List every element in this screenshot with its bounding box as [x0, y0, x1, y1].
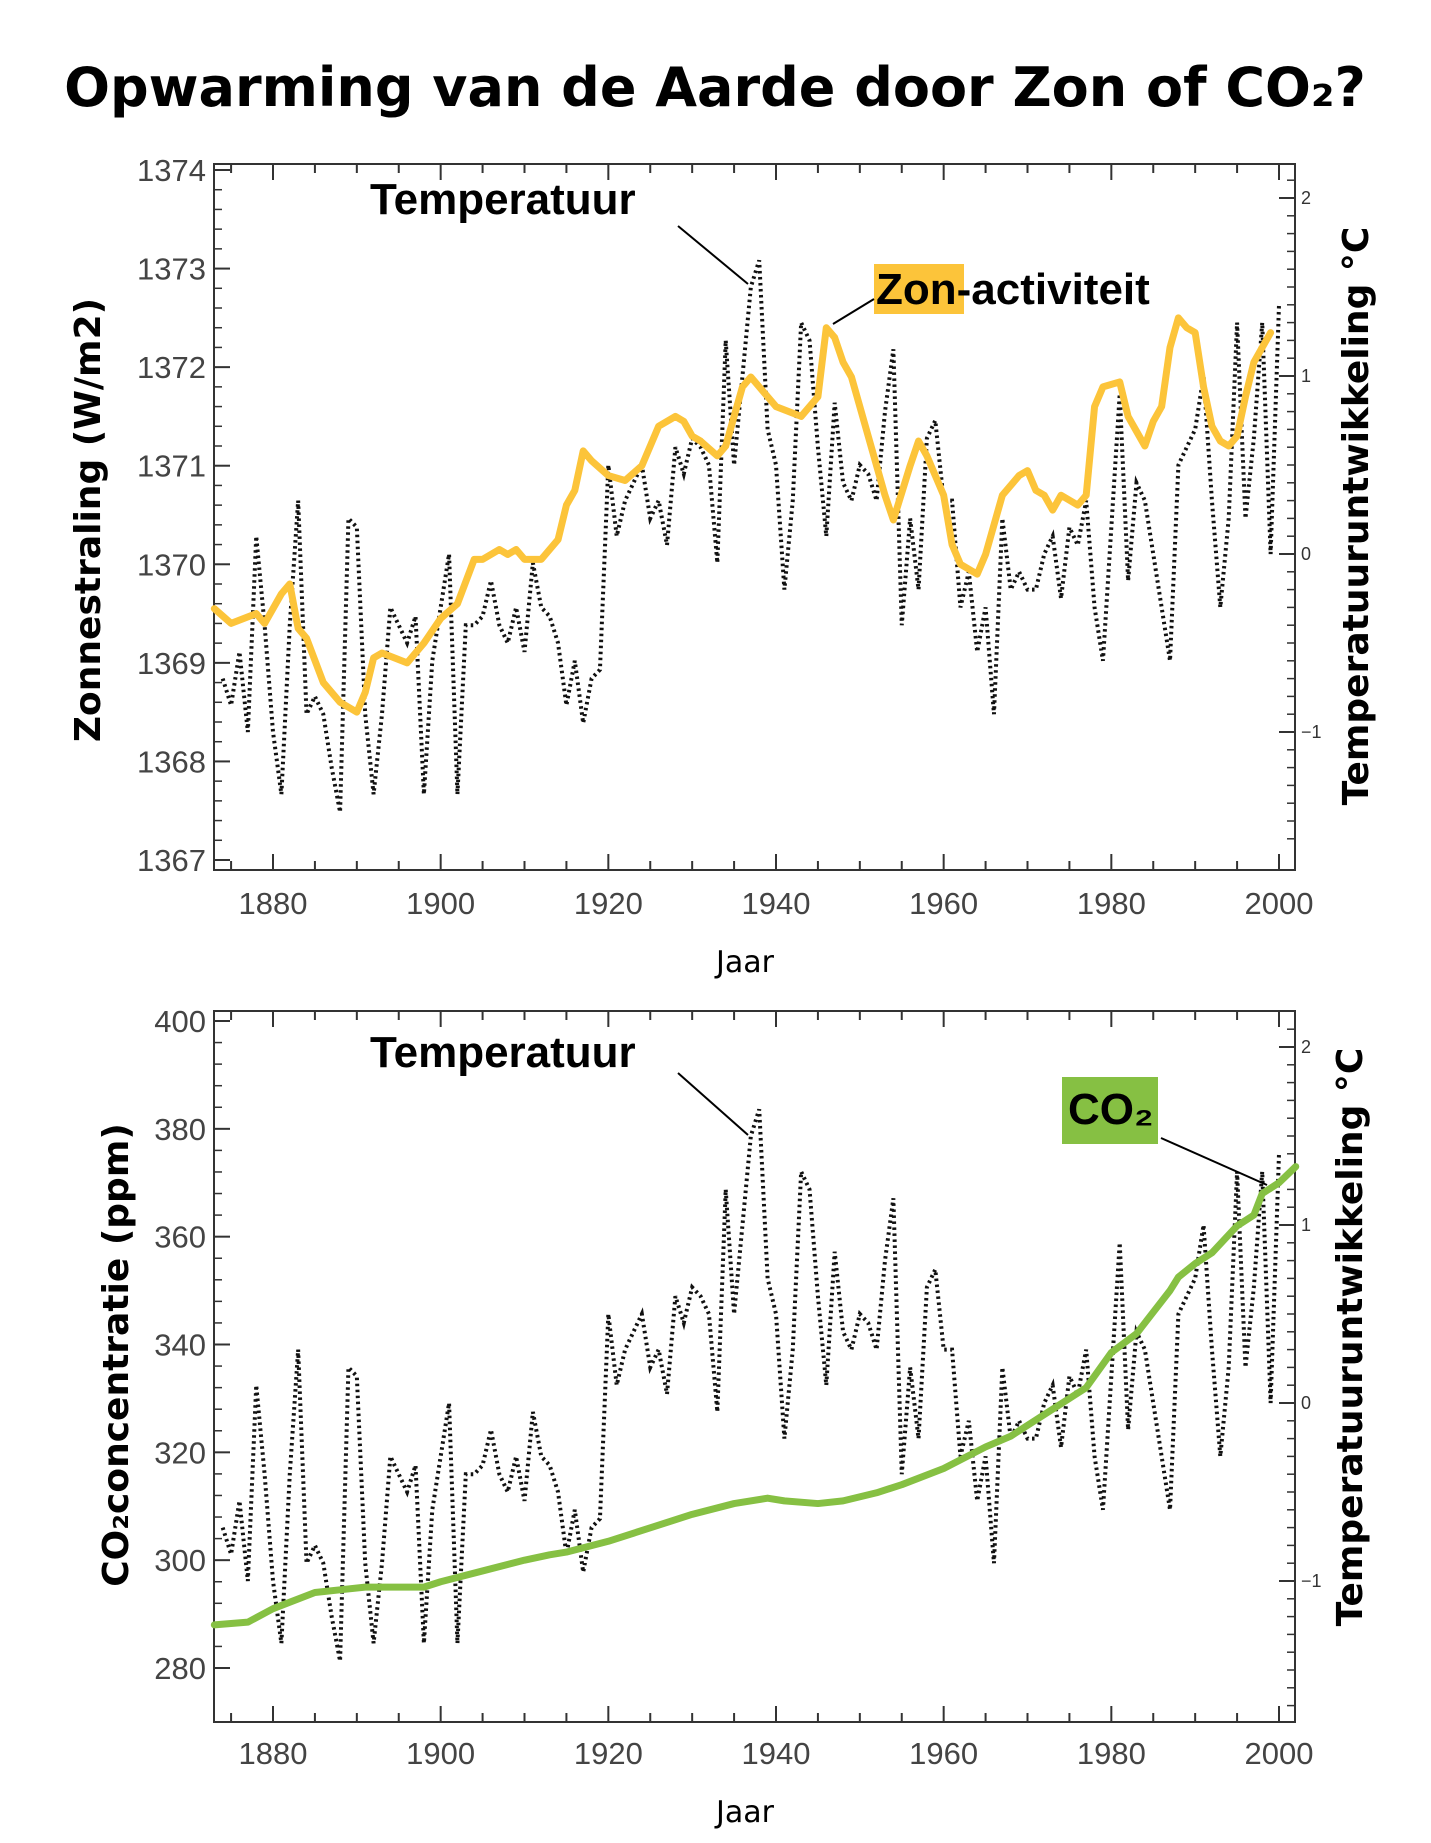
y-tick-label: 400 [154, 1004, 206, 1039]
y-tick-label: 1370 [137, 547, 206, 582]
series-line-temperature [220, 1108, 1281, 1662]
x-tick-label: 1980 [1077, 1736, 1146, 1771]
x-tick-label: 1880 [239, 886, 308, 921]
y2-tick-label: 2 [1301, 1037, 1311, 1057]
annotation-leader-sun [832, 298, 875, 325]
x-tick-label: 2000 [1245, 886, 1314, 921]
x-tick-label: 1900 [406, 1736, 475, 1771]
x-tick-label: 1880 [239, 1736, 308, 1771]
x-axis-title: Jaar [714, 945, 775, 980]
y-axis-title-left: CO₂concentratie (ppm) [96, 1123, 137, 1587]
y2-tick-label: 1 [1301, 1215, 1311, 1235]
y-tick-label: 300 [154, 1543, 206, 1578]
y-tick-label: 1374 [137, 153, 206, 188]
y2-tick-label: 0 [1301, 1393, 1311, 1413]
series-line-sun-activity [210, 314, 1275, 716]
annotation-sun-highlight: Zon [876, 265, 957, 314]
annotation-co2: CO₂ [1068, 1085, 1154, 1134]
chart-co2-vs-temperature: 1880 1900 1920 1940 1960 1980 2000 280 300 320 340… [96, 1004, 1371, 1830]
figure-title: Opwarming van de Aarde door Zon of CO₂? [64, 56, 1366, 119]
y-axis-title-right: Temperatuuruntwikkeling °C [1330, 1048, 1371, 1627]
annotation-leader-temperature [677, 225, 749, 285]
series-line-co2 [210, 1163, 1300, 1629]
y-tick-label: 280 [154, 1651, 206, 1686]
annotation-leader-temperature [677, 1072, 749, 1136]
y2-tick-label: 2 [1301, 188, 1311, 208]
y2-tick-label: 0 [1301, 544, 1311, 564]
y2-tick-label: −1 [1301, 722, 1322, 742]
sun-label-highlight [874, 264, 964, 314]
co2-label-highlight [1062, 1077, 1158, 1144]
y-tick-label: 340 [154, 1328, 206, 1363]
x-axis-title: Jaar [714, 1795, 775, 1830]
y-tick-label: 1372 [137, 350, 206, 385]
y-tick-label: 360 [154, 1220, 206, 1255]
x-tick-label: 2000 [1245, 1736, 1314, 1771]
x-tick-label: 1940 [742, 1736, 811, 1771]
annotation-leader-co2 [1160, 1137, 1268, 1186]
chart-sun-vs-temperature: 1880 1900 1920 1940 1960 1980 2000 1367 1368 1369… [68, 153, 1377, 980]
y-tick-label: 1369 [137, 646, 206, 681]
y-tick-label: 1367 [137, 843, 206, 878]
y-tick-label: 380 [154, 1112, 206, 1147]
y-tick-label: 1371 [137, 449, 206, 484]
annotation-temperature: Temperatuur [370, 175, 636, 224]
x-tick-label: 1980 [1077, 886, 1146, 921]
y-axis-title-left: Zonnestraling (W/m2) [68, 298, 109, 742]
annotation-temperature: Temperatuur [370, 1028, 636, 1077]
series-line-temperature [220, 259, 1281, 813]
annotation-sun-rest: -activiteit [957, 265, 1151, 314]
y-tick-label: 320 [154, 1435, 206, 1470]
x-tick-label: 1960 [909, 886, 978, 921]
y-tick-label: 1373 [137, 252, 206, 287]
y-tick-label: 1368 [137, 744, 206, 779]
y2-tick-label: −1 [1301, 1571, 1322, 1591]
x-tick-label: 1960 [909, 1736, 978, 1771]
x-tick-label: 1940 [742, 886, 811, 921]
x-tick-label: 1900 [406, 886, 475, 921]
plot-frame [213, 163, 1296, 871]
x-tick-label: 1920 [574, 886, 643, 921]
y2-tick-label: 1 [1301, 366, 1311, 386]
y-axis-title-right: Temperatuuruntwikkeling °C [1336, 227, 1377, 806]
x-tick-label: 1920 [574, 1736, 643, 1771]
annotation-sun: Zon-activiteit [876, 265, 1150, 314]
